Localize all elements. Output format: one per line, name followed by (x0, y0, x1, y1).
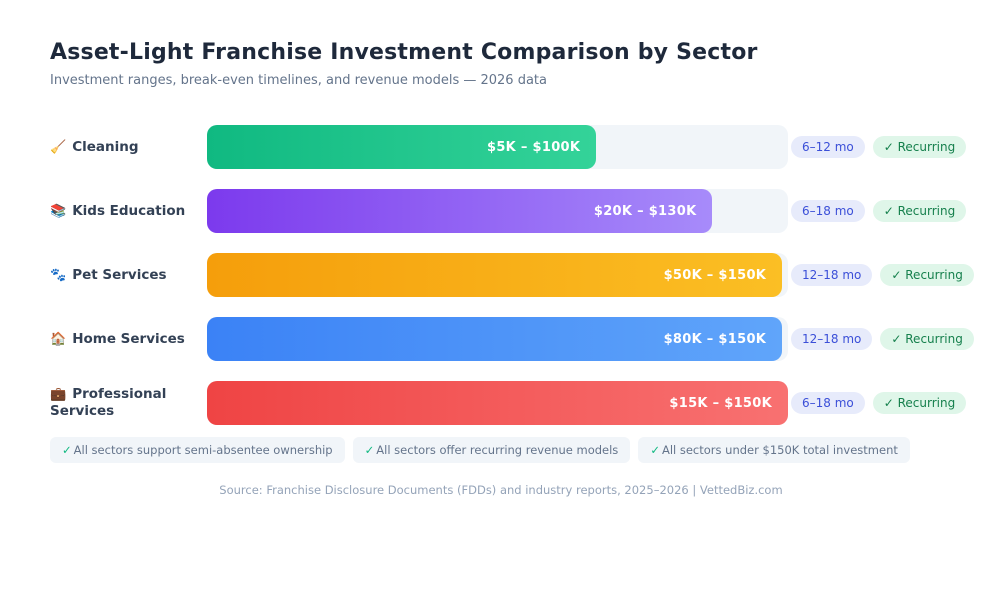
row-badges: 6–18 mo ✓ Recurring (791, 200, 1000, 222)
recurring-badge: ✓ Recurring (872, 200, 967, 222)
check-icon: ✓ (62, 443, 72, 457)
bar-fill: $5K – $100K (207, 125, 597, 169)
footer-notes: ✓ All sectors support semi-absentee owner… (50, 437, 952, 463)
sector-row: 📚 Kids Education $20K – $130K 6–18 mo ✓ R… (50, 179, 967, 243)
note-pill: ✓ All sectors offer recurring revenue mod… (352, 437, 631, 463)
row-badges: 6–18 mo ✓ Recurring (791, 392, 1000, 414)
source-line: Source: Franchise Disclosure Documents (… (219, 483, 783, 497)
briefcase-icon: 💼 (50, 387, 67, 402)
note-text: All sectors support semi-absentee owners… (73, 443, 333, 457)
bar-value-label: $15K – $150K (669, 395, 772, 411)
sector-row: 🏠 Home Services $80K – $150K 12–18 mo ✓ R… (50, 307, 974, 371)
sector-label-text: Professional Services (50, 386, 167, 419)
bar-fill: $20K – $130K (207, 189, 713, 233)
check-icon: ✓ (364, 443, 375, 457)
house-icon: 🏠 (50, 331, 67, 347)
sector-row: 🧹 Cleaning $5K – $100K 6–12 mo ✓ Recurrin… (50, 115, 967, 179)
bar-fill: $80K – $150K (207, 317, 783, 361)
paw-prints-icon: 🐾 (50, 267, 67, 283)
recurring-badge: ✓ Recurring (872, 392, 967, 414)
sector-label: 🏠 Home Services (50, 331, 207, 348)
note-pill: ✓ All sectors under $150K total investmen… (638, 437, 910, 463)
row-badges: 6–12 mo ✓ Recurring (791, 136, 1000, 158)
bar-fill: $50K – $150K (207, 253, 783, 297)
note-pill: ✓ All sectors support semi-absentee owner… (50, 437, 345, 463)
sector-label-text: Cleaning (72, 138, 139, 155)
page-subtitle: Investment ranges, break-even timelines,… (50, 73, 547, 88)
sector-label-text: Pet Services (72, 266, 167, 283)
sector-label: 🧹 Cleaning (50, 139, 207, 156)
bar-track: $5K – $100K (207, 125, 788, 169)
bar-fill: $15K – $150K (207, 381, 788, 425)
bar-track: $15K – $150K (207, 381, 788, 425)
sector-label: 🐾 Pet Services (50, 267, 207, 284)
check-icon: ✓ (650, 443, 660, 457)
sector-label-text: Kids Education (72, 202, 186, 219)
sector-row: 💼 Professional Services $15K – $150K 6–18… (50, 371, 967, 435)
breakeven-badge: 12–18 mo (791, 264, 873, 286)
bar-value-label: $5K – $100K (486, 139, 581, 155)
row-badges: 12–18 mo ✓ Recurring (791, 328, 1000, 350)
bar-track: $50K – $150K (207, 253, 788, 297)
breakeven-badge: 12–18 mo (791, 328, 873, 350)
bar-value-label: $50K – $150K (663, 267, 767, 283)
breakeven-badge: 6–18 mo (791, 392, 865, 414)
sector-label: 📚 Kids Education (50, 203, 207, 220)
bar-value-label: $20K – $130K (593, 203, 697, 219)
note-text: All sectors offer recurring revenue mode… (376, 443, 619, 457)
broom-icon: 🧹 (50, 139, 67, 155)
bar-value-label: $80K – $150K (663, 331, 767, 347)
bar-rows: 🧹 Cleaning $5K – $100K 6–12 mo ✓ Recurrin… (50, 115, 974, 435)
breakeven-badge: 6–12 mo (791, 136, 865, 158)
recurring-badge: ✓ Recurring (872, 136, 967, 158)
bar-track: $80K – $150K (207, 317, 788, 361)
recurring-badge: ✓ Recurring (880, 328, 974, 350)
breakeven-badge: 6–18 mo (791, 200, 865, 222)
page-title: Asset-Light Franchise Investment Compari… (50, 40, 758, 65)
sector-row: 🐾 Pet Services $50K – $150K 12–18 mo ✓ Re… (50, 243, 974, 307)
books-icon: 📚 (50, 203, 67, 219)
recurring-badge: ✓ Recurring (880, 264, 974, 286)
sector-label: 💼 Professional Services (50, 386, 207, 420)
bar-track: $20K – $130K (207, 189, 788, 233)
sector-label-text: Home Services (72, 330, 185, 347)
note-text: All sectors under $150K total investment (661, 443, 898, 457)
row-badges: 12–18 mo ✓ Recurring (791, 264, 1000, 286)
